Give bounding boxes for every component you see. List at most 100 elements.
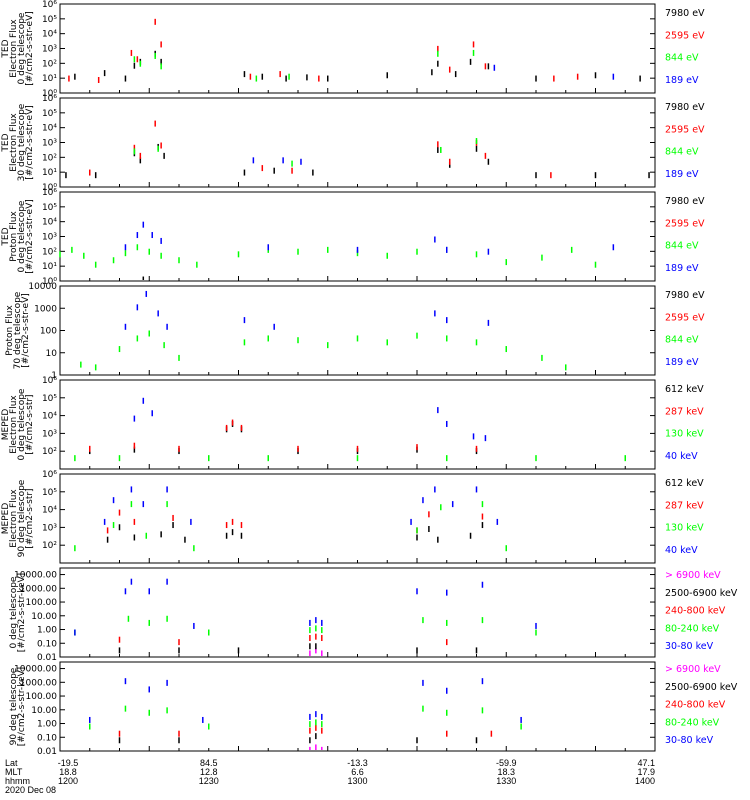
panel-0-ytick-label-1: 10¹ [42, 74, 57, 84]
panel-4-series-3 [133, 397, 487, 442]
panel-6-legend-2: 240-800 keV [665, 606, 726, 617]
panel-5-ytick-label-1: 10³ [42, 523, 57, 533]
panel-6-ylabel-line-1: [#/cm2-s-str-keV] [17, 573, 27, 652]
panel-4-ylabel-line-1: Electron Flux [9, 395, 19, 454]
panel-3-ylabel-line-0: Proton Flux [5, 305, 15, 356]
panel-4-series-2 [74, 455, 626, 462]
footer-date: 2020 Dec 08 [5, 785, 56, 795]
panel-6-legend-1: 2500-6900 keV [665, 588, 738, 599]
panel-1-ytick-label-5: 10⁵ [42, 109, 57, 119]
panel-0-ytick-label-3: 10³ [42, 45, 57, 55]
panel-0-legend-1: 2595 eV [665, 30, 705, 41]
panel-6-legend-0: > 6900 keV [665, 570, 721, 581]
panel-1-legend-0: 7980 eV [665, 102, 705, 113]
panel-5-legend-1: 287 keV [665, 500, 704, 511]
footer-col-4-mlt: 17.9 [637, 767, 655, 777]
panel-4-legend-1: 287 keV [665, 406, 704, 417]
panel-1-legend-3: 189 eV [665, 169, 699, 180]
panel-1-ytick-label-4: 10⁴ [42, 124, 57, 134]
panel-0-frame [59, 3, 656, 94]
panel-6-ytick-label-1: 0.10 [37, 639, 57, 649]
panel-3-series-2 [80, 330, 567, 371]
panel-3-ytick-label-4: 10000 [28, 282, 57, 292]
panel-2-legend-3: 189 eV [665, 263, 699, 274]
panel-7-legend-3: 80-240 keV [665, 717, 720, 728]
panel-6: 0.01 0.10 1.00 10.00 100.00 1000.00 10000.000 … [9, 567, 738, 663]
panel-0-ytick-label-5: 10⁵ [42, 15, 57, 25]
panel-6-series-3 [74, 615, 537, 636]
panel-5-ylabel-line-1: Electron Flux [9, 489, 19, 548]
panel-4-ylabel-line-0: MEPED [1, 409, 11, 441]
panel-1-ytick-label-1: 10¹ [42, 168, 57, 178]
panel-6-ytick-label-2: 1.00 [37, 626, 57, 636]
panel-5-legend-3: 40 keV [665, 545, 698, 556]
panel-7-ytick-label-2: 1.00 [37, 720, 57, 730]
panel-2-frame [59, 191, 656, 282]
panel-3-ytick-label-0: 1 [51, 371, 57, 381]
panel-2-ytick-label-5: 10⁵ [42, 203, 57, 213]
panel-5-series-1 [106, 509, 484, 534]
panel-3-legend-0: 7980 eV [665, 290, 705, 301]
panel-5-series-2 [74, 501, 507, 552]
panel-4-series-0 [89, 420, 478, 455]
panel-2-series-2 [59, 244, 597, 268]
panel-6-series-4 [74, 578, 537, 636]
panel-1-series-2 [133, 138, 478, 167]
panel-4-legend-2: 130 keV [665, 429, 704, 440]
panel-4-ytick-label-0: 10² [42, 447, 57, 457]
panel-0-legend-0: 7980 eV [665, 8, 705, 19]
panel-0-series-1 [68, 18, 579, 83]
panel-1-ylabel-line-3: [#/cm2-s-str-eV] [25, 105, 35, 180]
footer-col-1-lat: 84.5 [200, 758, 218, 768]
footer-col-2-lat: -13.3 [347, 758, 368, 768]
panel-0-ytick-label-0: 10⁰ [42, 89, 57, 99]
footer-col-0-lat: -19.5 [58, 758, 79, 768]
footer-col-3-lat: -59.9 [496, 758, 517, 768]
panel-0-legend-2: 844 eV [665, 53, 699, 64]
panel-1-ytick-label-2: 10² [42, 153, 57, 163]
panel-0-legend-3: 189 eV [665, 75, 699, 86]
panel-5-ytick-label-4: 10⁶ [42, 470, 57, 480]
panel-6-ylabel-line-0: 0 deg telescope [9, 576, 19, 648]
footer-col-2-mlt: 6.6 [351, 767, 364, 777]
panel-7-series-0 [309, 744, 323, 750]
panel-1-series-1 [89, 120, 552, 179]
footer-col-1-mlt: 12.8 [200, 767, 218, 777]
panel-2-ylabel-line-0: TED [1, 227, 11, 246]
panel-7-ylabel-line-0: 90 deg telescope [9, 667, 19, 745]
panel-7-legend-2: 240-800 keV [665, 700, 726, 711]
panel-2-series-3 [124, 221, 615, 255]
panel-5-series-0 [106, 522, 484, 543]
panel-2-legend-2: 844 eV [665, 241, 699, 252]
footer-col-4-hhmm: 1400 [635, 776, 655, 786]
panel-6-ytick-label-0: 0.01 [37, 653, 57, 663]
panel-3-legend-2: 844 eV [665, 335, 699, 346]
panel-7-series-1 [118, 733, 478, 744]
panel-7-series-3 [89, 705, 522, 730]
panel-7-legend-0: > 6900 keV [665, 664, 721, 675]
panel-3-series-3 [124, 290, 490, 330]
panel-3-ylabel-line-1: 70 deg telescope [13, 291, 23, 369]
panel-4-ytick-label-4: 10⁶ [42, 376, 57, 386]
panel-7: 0.01 0.10 1.00 10.00 100.00 1000.00 10000.0090… [9, 661, 738, 757]
panel-0-series-3 [493, 64, 615, 80]
panel-0-ylabel-line-2: 0 deg telescope [17, 12, 27, 84]
panel-7-frame [59, 661, 656, 752]
panel-0-ytick-label-2: 10² [42, 59, 57, 69]
panel-0-series-0 [74, 50, 641, 82]
panel-6-series-2 [118, 633, 448, 646]
panel-2-ytick-label-3: 10³ [42, 233, 57, 243]
panel-2-legend-0: 7980 eV [665, 196, 705, 207]
panel-7-series-2 [118, 724, 493, 737]
panel-6-ytick-label-6: 10000.00 [14, 571, 57, 581]
panel-4-ylabel-line-2: 0 deg telescope [17, 388, 27, 460]
panel-5-ylabel-line-2: 90 deg telescope [17, 479, 27, 557]
panel-4-ytick-label-1: 10³ [42, 429, 57, 439]
panel-3-legend-3: 189 eV [665, 357, 699, 368]
panel-6-ytick-label-3: 10.00 [31, 612, 57, 622]
panel-5-ytick-label-0: 10² [42, 541, 57, 551]
footer-col-0-mlt: 18.8 [59, 767, 77, 777]
